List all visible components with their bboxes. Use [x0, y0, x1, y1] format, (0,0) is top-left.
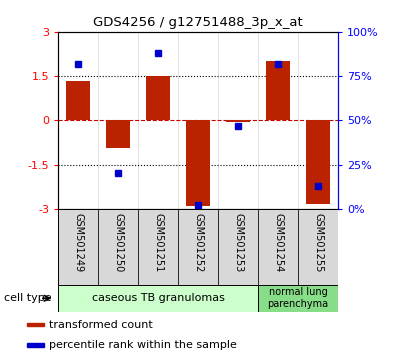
- Text: GSM501249: GSM501249: [73, 213, 83, 272]
- Bar: [186, 120, 210, 206]
- Bar: [138, 209, 178, 285]
- Bar: [66, 81, 90, 120]
- Bar: [258, 285, 338, 312]
- Text: percentile rank within the sample: percentile rank within the sample: [50, 340, 237, 350]
- Bar: [306, 120, 330, 205]
- Bar: [226, 120, 250, 122]
- Text: transformed count: transformed count: [50, 320, 153, 330]
- Bar: [98, 209, 138, 285]
- Title: GDS4256 / g12751488_3p_x_at: GDS4256 / g12751488_3p_x_at: [93, 16, 303, 29]
- Text: cell type: cell type: [4, 293, 52, 303]
- Bar: [298, 209, 338, 285]
- Bar: [58, 285, 258, 312]
- Text: GSM501254: GSM501254: [273, 213, 283, 272]
- Text: GSM501252: GSM501252: [193, 213, 203, 272]
- Bar: [258, 209, 298, 285]
- Bar: [218, 209, 258, 285]
- Text: GSM501250: GSM501250: [113, 213, 123, 272]
- Bar: [146, 76, 170, 120]
- Bar: [178, 209, 218, 285]
- Bar: [27, 323, 44, 326]
- Bar: [106, 120, 130, 148]
- Text: caseous TB granulomas: caseous TB granulomas: [92, 293, 224, 303]
- Text: GSM501253: GSM501253: [233, 213, 243, 272]
- Bar: [266, 61, 290, 120]
- Bar: [27, 343, 44, 347]
- Bar: [58, 209, 98, 285]
- Text: GSM501255: GSM501255: [313, 213, 323, 272]
- Text: GSM501251: GSM501251: [153, 213, 163, 272]
- Text: normal lung
parenchyma: normal lung parenchyma: [268, 287, 328, 309]
